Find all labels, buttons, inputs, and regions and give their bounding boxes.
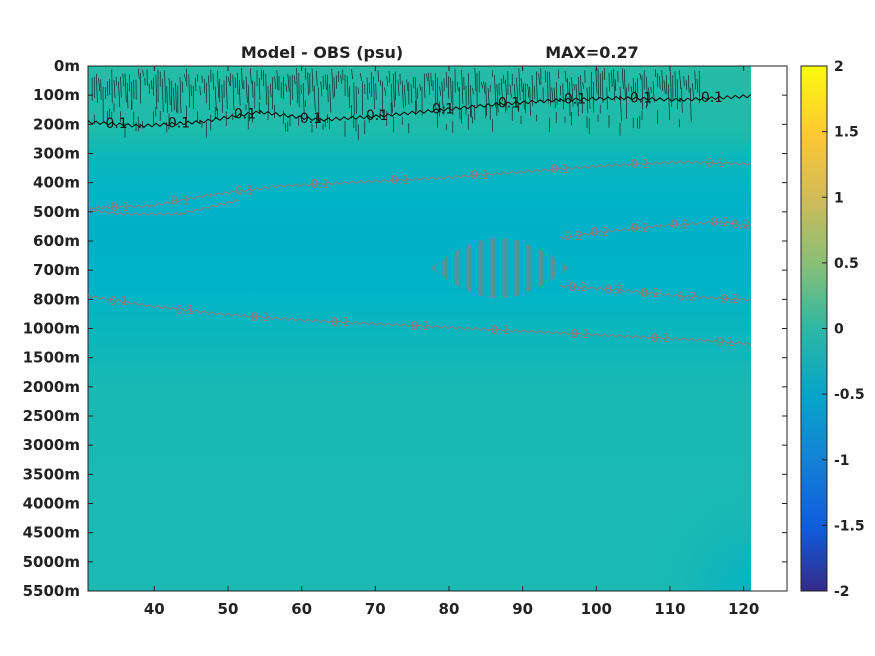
y-tick-label: 800m [33, 290, 80, 308]
contour-label: 0.1 [330, 315, 349, 329]
contour-label: 0.1 [650, 331, 669, 345]
contour-label: 0.1 [706, 156, 725, 170]
mid-depth-hatch [432, 238, 570, 298]
y-tick-label: 3000m [23, 436, 80, 454]
y-tick-label: 1000m [23, 320, 80, 338]
y-tick-label: 500m [33, 203, 80, 221]
x-tick-label: 110 [654, 600, 685, 618]
x-tick-label: 60 [291, 600, 312, 618]
contour-label: 0.2 [640, 286, 659, 300]
colorbar-tick-label: 2 [834, 59, 844, 75]
contour-lines [87, 67, 752, 346]
contour-label: 0.1 [366, 108, 388, 124]
title-left: Model - OBS (psu) [241, 43, 403, 62]
y-tick-label: 0m [54, 57, 80, 75]
contour-label: 0.2 [720, 292, 739, 306]
contour-label: 0.1 [170, 194, 189, 208]
colorbar-tick-label: -2 [834, 584, 850, 600]
colorbar-tick-label: -0.5 [834, 387, 865, 403]
colorbar-tick-label: 1.5 [834, 125, 859, 141]
y-tick-label: 1500m [23, 349, 80, 367]
contour-label: 0.1 [550, 162, 569, 176]
contour-label: 0.1 [168, 115, 190, 131]
y-tick-label: 5500m [23, 582, 80, 600]
y-axis: 0m 100m 200m 300m 400m 500m 600m 700m 800m 1000m 1… [23, 57, 787, 600]
contour-label: 0.1 [716, 335, 735, 349]
y-tick-label: 300m [33, 145, 80, 163]
x-tick-label: 40 [144, 600, 165, 618]
contour-label: 0.1 [390, 173, 409, 187]
contour-label: 0.1 [570, 327, 589, 341]
colorbar-tick-label: -1.5 [834, 518, 865, 534]
y-tick-label: 4000m [23, 495, 80, 513]
colorbar-tick-label: -1 [834, 453, 850, 469]
colorbar-tick-label: 1 [834, 190, 844, 206]
y-tick-label: 700m [33, 261, 80, 279]
colorbar-tick-label: 0 [834, 322, 844, 338]
x-tick-label: 100 [581, 600, 612, 618]
contour-label: 0.1 [564, 92, 586, 108]
y-tick-label: 4500m [23, 524, 80, 542]
contour-label: 0.1 [470, 168, 489, 182]
contour-line [559, 284, 752, 302]
contour-label: 0.2 [590, 225, 609, 239]
contour-label: 0.1 [175, 303, 194, 317]
contour-label: 0.1 [109, 294, 128, 308]
contour-label: 0.1 [498, 95, 520, 111]
contour-line [87, 94, 752, 129]
y-tick-label: 5000m [23, 553, 80, 571]
y-tick-label: 3500m [23, 465, 80, 483]
contour-label: 0.1 [110, 200, 129, 214]
contour-labels: 0.1 0.1 0.1 0.1 0.1 0.1 0.1 0.1 0.1 0.1 0.1 0.1 0.1 0… [105, 90, 750, 349]
y-tick-label: 600m [33, 232, 80, 250]
contour-label: 0.1 [300, 111, 322, 127]
y-tick-label: 200m [33, 115, 80, 133]
y-tick-label: 2500m [23, 407, 80, 425]
y-tick-label: 100m [33, 86, 80, 104]
colorbar-axis: 2 1.5 1 0.5 0 -0.5 -1 -1.5 -2 [822, 59, 865, 600]
y-tick-label: 400m [33, 174, 80, 192]
contour-label: 0.2 [731, 218, 750, 232]
contour-label: 0.2 [670, 218, 689, 232]
contour-label: 0.1 [630, 91, 652, 107]
contour-label: 0.1 [410, 319, 429, 333]
contour-line [559, 219, 752, 240]
y-tick-label: 2000m [23, 378, 80, 396]
contour-label: 0.1 [630, 157, 649, 171]
x-axis: 40 50 60 70 80 90 100 110 120 [144, 66, 759, 618]
contour-label: 0.2 [564, 229, 583, 243]
surface-contour-noise [91, 67, 700, 141]
x-tick-label: 120 [728, 600, 759, 618]
title-right: MAX=0.27 [545, 43, 639, 62]
contour-line [87, 294, 752, 346]
contour-label: 0.1 [701, 90, 723, 106]
x-tick-label: 70 [365, 600, 386, 618]
x-tick-label: 90 [512, 600, 533, 618]
contour-label: 0.2 [630, 221, 649, 235]
contour-label: 0.1 [234, 107, 256, 123]
contour-label: 0.1 [310, 177, 329, 191]
contour-label: 0.1 [432, 102, 454, 118]
contour-label: 0.2 [678, 289, 697, 303]
contour-label: 0.1 [490, 323, 509, 337]
contour-label: 0.1 [235, 184, 254, 198]
contour-label: 0.2 [568, 280, 587, 294]
contour-label: 0.1 [250, 310, 269, 324]
contour-label: 0.2 [604, 283, 623, 297]
no-data-strip [751, 66, 787, 591]
x-tick-label: 80 [439, 600, 460, 618]
colorbar-tick-label: 0.5 [834, 256, 859, 272]
x-tick-label: 50 [218, 600, 239, 618]
contour-label: 0.1 [105, 116, 127, 132]
contour-label: 0.2 [710, 215, 729, 229]
contour-line [89, 199, 241, 217]
contour-line [89, 160, 752, 210]
heatmap-deep-corner [640, 470, 751, 591]
